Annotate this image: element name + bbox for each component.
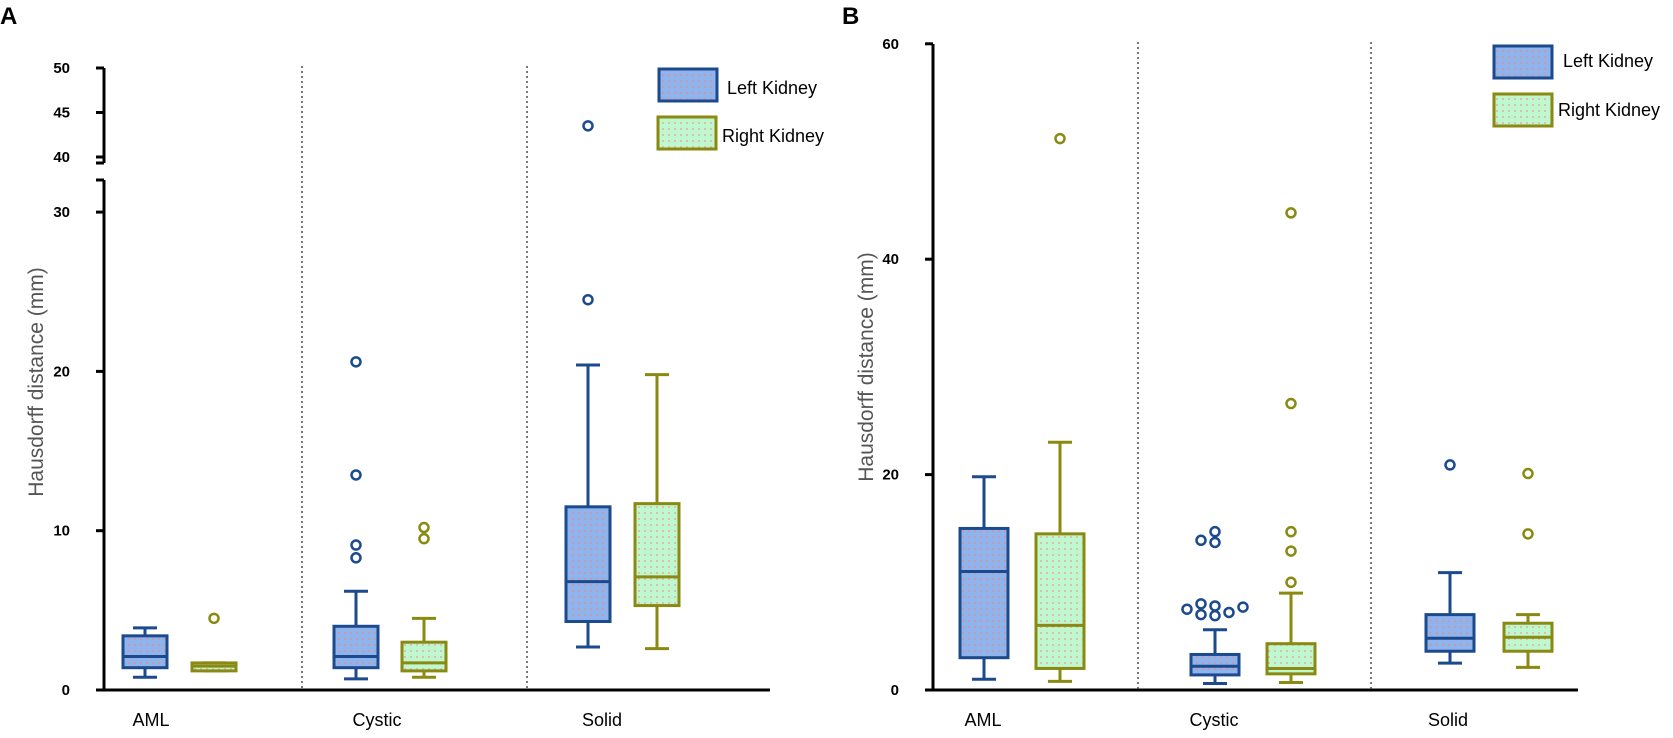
panel-a-solid-right-box (633, 373, 681, 651)
panel-a-category-cystic: Cystic (353, 710, 402, 730)
outlier-point (350, 469, 362, 481)
panel-b-legend: Left Kidney Right Kidney (1492, 44, 1660, 128)
panel-b-category-aml: AML (964, 710, 1001, 730)
outlier-point (1285, 397, 1297, 410)
panel-a-y-tick-label-10: 10 (53, 523, 70, 540)
outlier-point (1285, 207, 1297, 219)
panel-b-y-axis (931, 44, 1578, 692)
panel-b-aml-left-box (958, 475, 1010, 681)
panel-a-y-tick-label-0: 0 (62, 682, 70, 699)
outlier-point (1181, 603, 1193, 615)
outlier-point (582, 293, 594, 306)
outlier-point (350, 356, 362, 368)
outlier-point (1223, 606, 1235, 619)
outlier-point (1054, 132, 1066, 145)
outlier-point (1209, 600, 1221, 612)
box-iqr (1189, 652, 1241, 677)
outlier-point (418, 532, 430, 545)
panel-a-y-axis (102, 68, 770, 692)
panel-a-category-aml: AML (132, 710, 169, 730)
outlier-point (418, 521, 430, 534)
box-iqr (958, 526, 1010, 660)
panel-a-boxes (121, 120, 681, 681)
panel-b-aml-right-box (1034, 132, 1086, 683)
box-iqr (1034, 532, 1086, 670)
outlier-point (1522, 528, 1534, 540)
panel-b-y-axis-title: Hausdorff distance (mm) (855, 252, 878, 482)
box-iqr (332, 624, 380, 670)
outlier-point (1209, 525, 1221, 538)
panel-a-y-axis-title: Hausdorff distance (mm) (25, 267, 48, 497)
panel-b-label: B (842, 3, 859, 30)
panel-a-cystic-right-box (400, 521, 448, 679)
panel-b-legend-right-label: Right Kidney (1558, 100, 1660, 120)
outlier-point (1285, 576, 1297, 589)
panel-b-y-tick-label-20: 20 (882, 467, 899, 484)
panel-a-ticks: 0 10 20 30 40 45 50 (53, 60, 104, 699)
panel-a-legend-right-swatch (656, 115, 718, 151)
panel-b: B Hausdorff distance (mm) 0 20 40 60 AML Cy… (842, 3, 1660, 730)
outlier-point (582, 120, 594, 132)
outlier-point (1444, 459, 1456, 471)
outlier-point (1285, 525, 1297, 538)
panel-a-legend: Left Kidney Right Kidney (656, 67, 824, 151)
box-iqr (564, 505, 612, 624)
panel-a-y-tick-label-40: 40 (53, 149, 70, 166)
outlier-point (1237, 601, 1249, 613)
panel-b-solid-right-box (1502, 467, 1554, 669)
outlier-point (1195, 598, 1207, 610)
panel-b-cystic-right-box (1265, 207, 1317, 684)
panel-a-y-tick-label-45: 45 (53, 105, 70, 122)
outlier-point (1195, 608, 1207, 621)
box-iqr (400, 640, 448, 673)
outlier-point (1195, 534, 1207, 547)
panel-b-category-solid: Solid (1428, 710, 1468, 730)
panel-b-boxes (958, 132, 1554, 686)
outlier-point (350, 552, 362, 564)
panel-a-aml-left-box (121, 626, 169, 679)
outlier-point (208, 612, 220, 625)
panel-a: A Hausdorff distance (mm) 0102030404550 … (0, 3, 824, 730)
outlier-point (1522, 467, 1534, 480)
panel-b-legend-left-swatch (1492, 44, 1554, 80)
outlier-point (1285, 545, 1297, 557)
panel-b-cystic-left-box (1181, 525, 1249, 686)
outlier-point (1209, 609, 1221, 622)
box-iqr (121, 634, 169, 670)
panel-a-legend-left-swatch (657, 67, 719, 103)
panel-b-solid-left-box (1424, 459, 1476, 665)
panel-a-aml-right-box (190, 612, 238, 673)
panel-b-legend-right-swatch (1492, 92, 1554, 128)
panel-b-category-cystic: Cystic (1190, 710, 1239, 730)
box-iqr (1424, 613, 1476, 653)
panel-a-y-tick-label-30: 30 (53, 204, 70, 221)
panel-b-y-tick-label-60: 60 (882, 36, 899, 53)
panel-a-label: A (0, 3, 17, 30)
panel-a-solid-left-box (564, 120, 612, 649)
panel-a-cystic-left-box (332, 356, 380, 681)
panel-b-legend-left-label: Left Kidney (1563, 51, 1653, 71)
outlier-point (1209, 536, 1221, 549)
panel-b-y-tick-label-40: 40 (882, 251, 899, 268)
panel-a-y-tick-label-50: 50 (53, 60, 70, 77)
panel-a-legend-left-label: Left Kidney (727, 78, 817, 98)
panel-b-y-tick-label-0: 0 (891, 682, 899, 699)
panel-a-legend-right-label: Right Kidney (722, 126, 824, 146)
panel-b-ticks: 0 20 40 60 (882, 36, 933, 699)
panel-a-category-solid: Solid (582, 710, 622, 730)
box-iqr (633, 502, 681, 608)
outlier-point (350, 539, 362, 551)
panel-a-y-tick-label-20: 20 (53, 363, 70, 380)
